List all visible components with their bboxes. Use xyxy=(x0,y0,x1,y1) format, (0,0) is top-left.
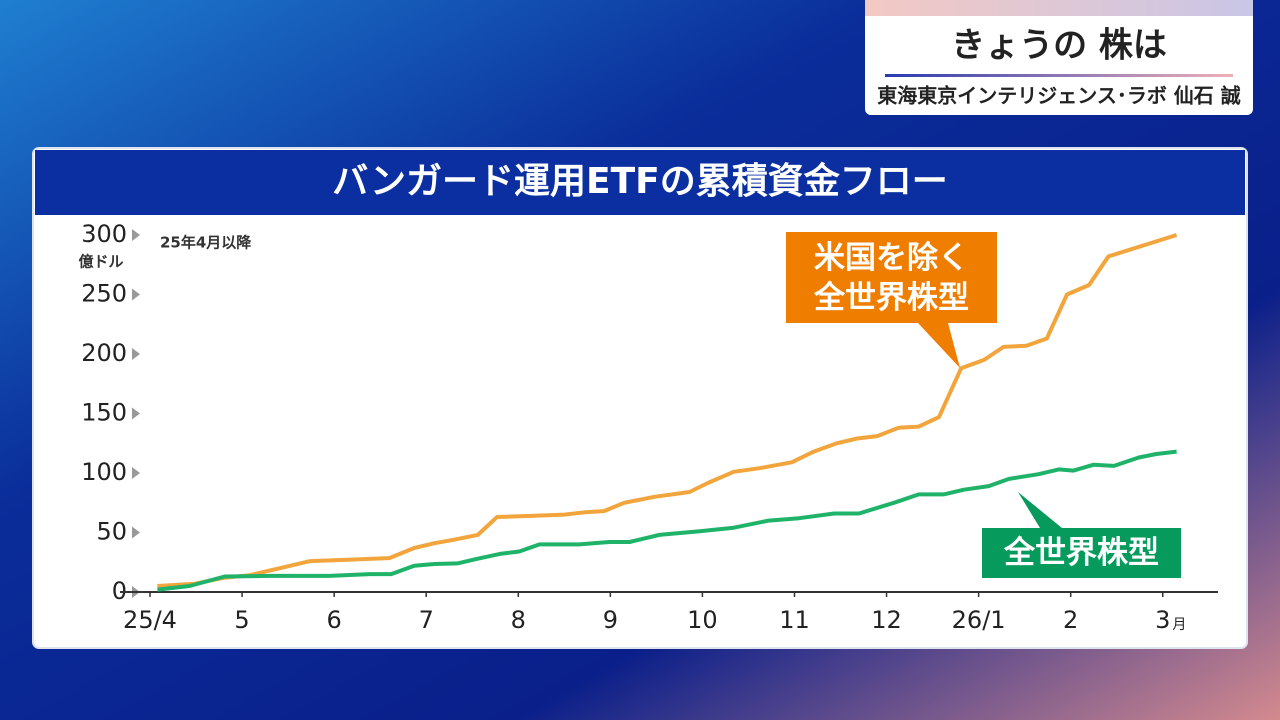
header-rule xyxy=(885,74,1233,77)
y-tick-mark xyxy=(132,526,140,539)
y-tick-label: 0 xyxy=(112,577,127,605)
callout-pointer xyxy=(918,323,960,368)
y-tick-label: 250 xyxy=(81,280,127,308)
series-line xyxy=(157,233,1178,588)
x-tick-label: 7 xyxy=(419,606,434,634)
y-tick-label: 150 xyxy=(81,399,127,427)
header-panel xyxy=(865,0,1253,115)
x-tick-label: 11 xyxy=(779,606,810,634)
x-tick-label: 12 xyxy=(871,606,902,634)
x-tick-label: 9 xyxy=(603,606,618,634)
y-tick-label: 100 xyxy=(81,458,127,486)
y-tick-mark xyxy=(132,288,140,301)
header-box: きょうの 株は 東海東京インテリジェンス･ラボ 仙石 誠 xyxy=(865,0,1253,115)
header-band xyxy=(865,0,1253,16)
y-tick-mark xyxy=(132,467,140,479)
x-tick-label: 25/4 xyxy=(123,606,177,634)
chart-title: バンガード運用ETFの累積資金フロー xyxy=(332,160,948,202)
title-bar xyxy=(35,150,1245,215)
y-tick-label: 300 xyxy=(81,220,127,248)
x-tick-label: 26/1 xyxy=(952,606,1006,634)
y-tick-mark xyxy=(132,229,140,241)
callout-pointer xyxy=(1018,492,1062,528)
y-tick-mark xyxy=(132,407,140,420)
y-tick-label: 50 xyxy=(96,518,127,546)
header-title: きょうの 株は xyxy=(951,26,1167,66)
x-tick-label: 6 xyxy=(326,606,341,634)
x-tick-label: 10 xyxy=(687,606,718,634)
x-tick-label: 8 xyxy=(511,606,526,634)
x-tick-label: 5 xyxy=(234,606,249,634)
x-unit: 月 xyxy=(1172,617,1186,633)
y-tick-label: 200 xyxy=(81,339,127,367)
legend-label: 全世界株型 xyxy=(982,528,1181,578)
series-line xyxy=(157,449,1177,592)
y-tick-mark xyxy=(132,348,140,360)
x-tick-label: 2 xyxy=(1063,606,1078,634)
chart-note: 25年4月以降 xyxy=(160,234,252,252)
legend-label: 米国を除く全世界株型 xyxy=(786,232,997,323)
header-subtitle: 東海東京インテリジェンス･ラボ 仙石 誠 xyxy=(877,84,1241,108)
y-unit: 億ドル xyxy=(78,253,123,271)
x-tick-label: 3 xyxy=(1155,606,1170,634)
